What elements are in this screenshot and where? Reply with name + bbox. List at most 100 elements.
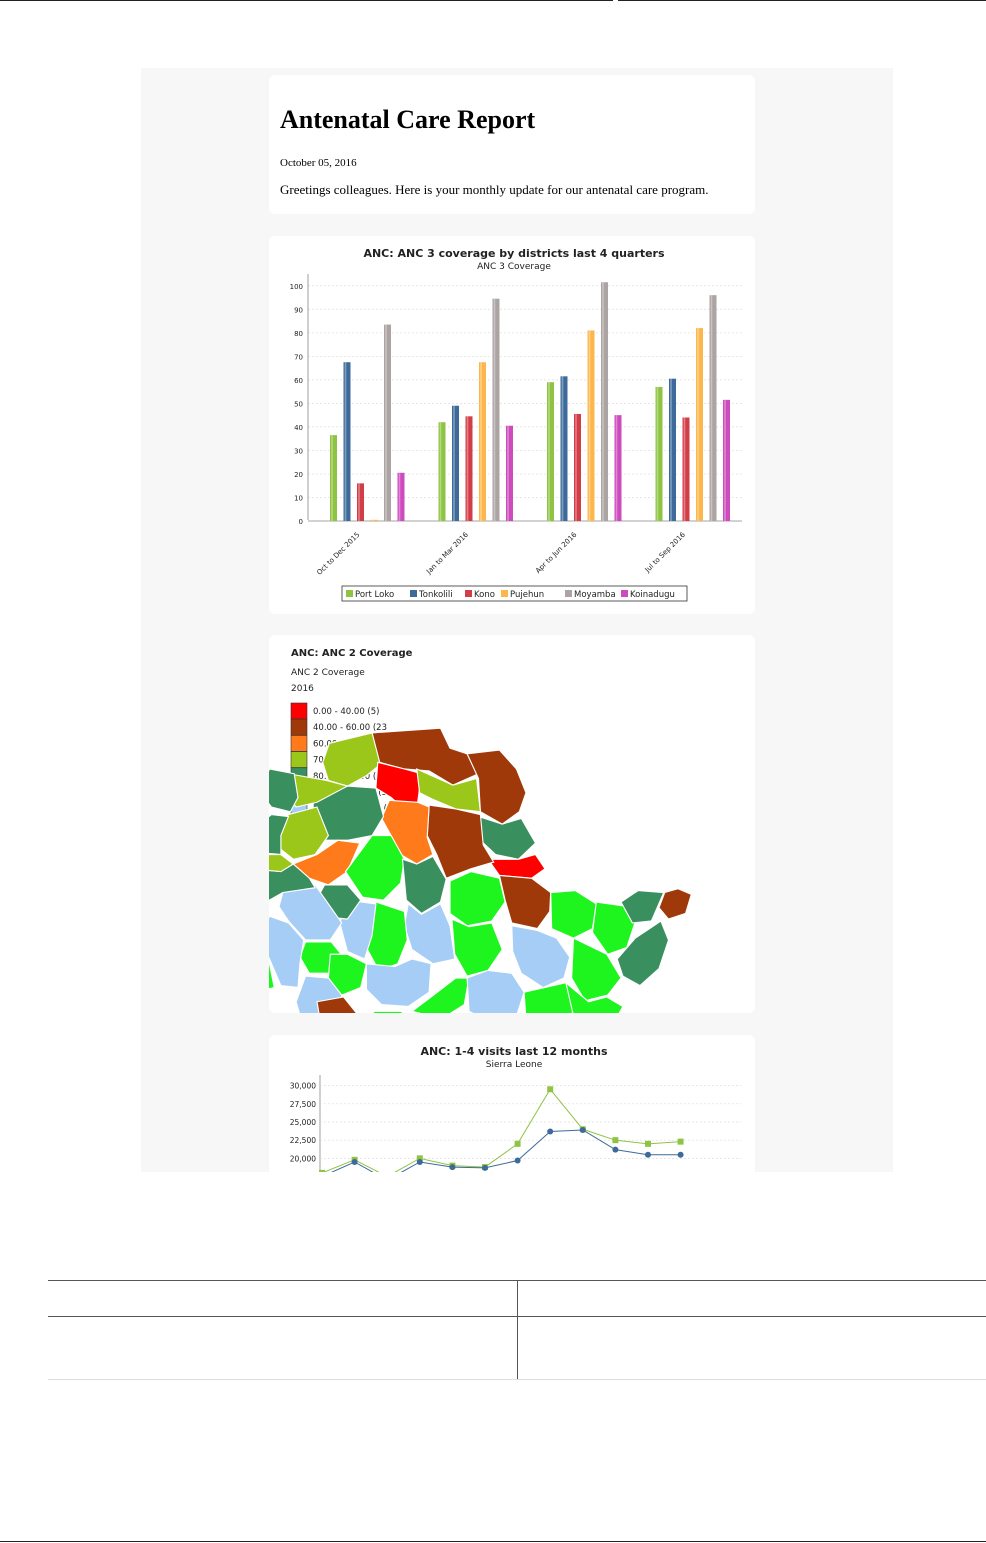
map-district-region [426, 804, 495, 879]
bar-highlight [724, 399, 726, 521]
bar-tonkolili [343, 362, 351, 521]
bar-highlight [670, 378, 672, 521]
map-district-region [550, 890, 597, 939]
bar-port-loko [438, 422, 446, 521]
legend-swatch-kono [465, 590, 472, 597]
bar-kono [465, 416, 473, 521]
legend-label-kono: Kono [474, 590, 495, 600]
bar-pujehun [696, 328, 703, 521]
line-y-tick-label: 30,000 [290, 1082, 316, 1091]
bar-y-tick-label: 100 [290, 283, 303, 291]
bar-highlight [507, 425, 509, 521]
bar-moyamba [601, 282, 608, 521]
map-district-region [449, 871, 506, 927]
line-point-circle [547, 1128, 554, 1135]
bar-pujehun [370, 519, 378, 521]
bar-highlight [331, 435, 333, 521]
map-legend-swatch [290, 718, 308, 736]
map-legend-swatch [290, 735, 308, 752]
line-point-square [416, 1155, 423, 1162]
line-y-tick-label: 27,500 [290, 1100, 316, 1109]
anc-visits-line-chart: ANC: 1-4 visits last 12 months Sierra Le… [290, 1045, 741, 1172]
report-header-card: Antenatal Care Report October 05, 2016 G… [269, 75, 755, 214]
map-period: 2016 [291, 684, 314, 694]
report-intro: Greetings colleagues. Here is your month… [280, 182, 709, 197]
bar-highlight [683, 417, 686, 521]
map-district-region [466, 969, 525, 1025]
map-district-region [616, 920, 670, 987]
line-series-0 [322, 1088, 681, 1172]
bar-y-tick-label: 80 [294, 330, 303, 338]
bar-highlight [371, 519, 374, 521]
bar-x-tick-label: Jul to Sep 2016 [643, 530, 687, 574]
bar-x-tick-label: Oct to Dec 2015 [315, 531, 361, 577]
line-point-circle [645, 1151, 651, 1158]
bar-y-tick-label: 40 [294, 424, 303, 432]
legend-label-pujehun: Pujehun [510, 590, 544, 600]
bar-tonkolili [560, 376, 568, 521]
legend-swatch-tonkolili [410, 590, 417, 597]
bar-port-loko [655, 386, 663, 521]
bottom-layout-table [48, 1280, 986, 1380]
anc-visits-line-chart-card: ANC: 1-4 visits last 12 months Sierra Le… [269, 1035, 755, 1172]
bar-highlight [697, 328, 699, 521]
line-chart-subtitle: Sierra Leone [486, 1060, 543, 1070]
line-y-tick-label: 25,000 [290, 1118, 316, 1127]
bar-y-tick-label: 60 [294, 377, 303, 385]
line-point-circle [612, 1146, 619, 1153]
bar-y-tick-label: 10 [294, 494, 303, 502]
report-title: Antenatal Care Report [280, 105, 536, 134]
map-title: ANC: ANC 2 Coverage [291, 648, 413, 659]
bar-highlight [480, 362, 482, 521]
map-district-region [365, 958, 432, 1008]
line-series-1 [330, 1129, 681, 1172]
bar-chart-title: ANC: ANC 3 coverage by districts last 4 … [363, 247, 665, 260]
map-district-region [658, 888, 692, 920]
bar-highlight [398, 472, 401, 521]
bar-port-loko [330, 435, 337, 521]
bar-highlight [344, 362, 347, 521]
legend-swatch-moyamba [565, 590, 572, 597]
top-rule [0, 0, 613, 1]
bar-port-loko [547, 382, 554, 521]
line-point-circle [579, 1127, 586, 1133]
map-district-region [416, 768, 482, 813]
anc3-bar-chart: ANC: ANC 3 coverage by districts last 4 … [290, 247, 742, 602]
bar-koinadugu [397, 472, 405, 521]
bar-kono [682, 417, 690, 521]
bar-highlight [561, 376, 564, 521]
line-point-circle [677, 1151, 684, 1158]
map-district-region [571, 937, 622, 1002]
anc2-coverage-map: ANC: ANC 2 Coverage ANC 2 Coverage 2016 … [225, 648, 833, 1172]
bar-highlight [453, 405, 455, 521]
legend-label-tonkolili: Tonkolili [418, 590, 453, 600]
bar-tonkolili [452, 405, 459, 521]
map-district-region [380, 799, 434, 865]
top-rule-right [618, 0, 986, 1]
bar-highlight [358, 483, 360, 521]
line-chart-title: ANC: 1-4 visits last 12 months [420, 1045, 608, 1058]
line-point-circle [514, 1157, 521, 1164]
map-legend-swatch [290, 751, 308, 768]
line-point-square [514, 1140, 521, 1147]
map-district-region [403, 902, 456, 965]
line-y-tick-label: 22,500 [290, 1136, 316, 1145]
bar-highlight [602, 282, 604, 521]
bar-highlight [656, 386, 659, 521]
map-district-region [292, 839, 361, 886]
legend-label-port-loko: Port Loko [355, 590, 394, 600]
map-district-region [259, 768, 299, 813]
legend-swatch-koinadugu [621, 590, 628, 597]
map-legend-label: 40.00 - 60.00 (23 [313, 723, 387, 733]
bar-highlight [466, 416, 469, 521]
bar-y-tick-label: 0 [299, 518, 303, 526]
bar-highlight [439, 422, 442, 521]
bar-kono [574, 413, 581, 521]
bar-x-tick-label: Jan to Mar 2016 [424, 530, 470, 576]
map-district-region [620, 890, 665, 924]
map-district-region [466, 749, 527, 825]
bar-koinadugu [506, 425, 513, 521]
map-district-region [344, 834, 405, 901]
bar-highlight [493, 298, 496, 521]
bar-y-tick-label: 90 [294, 306, 303, 314]
